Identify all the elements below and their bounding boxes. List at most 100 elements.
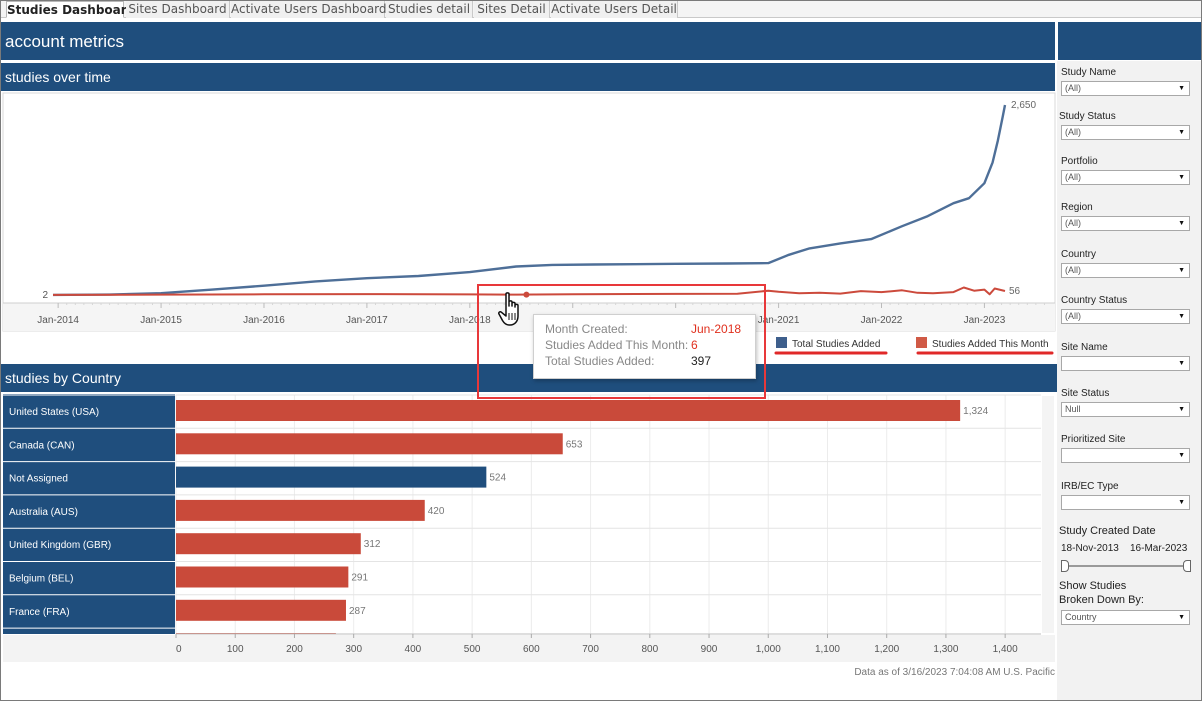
bar-x-tick-label: 800 — [641, 644, 658, 655]
line-chart-axis-band — [3, 303, 1055, 331]
bar-category-label[interactable]: Australia (AUS) — [9, 507, 78, 518]
dropdown-arrow-icon: ▼ — [1178, 85, 1185, 92]
bar-not-assigned[interactable] — [176, 466, 487, 488]
bar-category-label[interactable]: France (FRA) — [9, 607, 70, 618]
filter-site-status-label: Site Status — [1061, 388, 1110, 399]
filter-study-name-value: (All) — [1065, 83, 1081, 93]
filter-portfolio-value: (All) — [1065, 172, 1081, 182]
bar-axis-band — [3, 635, 1055, 662]
studies-by-country-header: studies by Country — [1, 364, 1057, 392]
tooltip-month-created-value: Jun-2018 — [691, 322, 742, 336]
date-slider-end-handle[interactable] — [1183, 560, 1191, 572]
legend-month-label[interactable]: Studies Added This Month — [932, 339, 1049, 350]
tab-studies-detail[interactable]: Studies detail — [386, 1, 473, 18]
dropdown-arrow-icon: ▼ — [1178, 129, 1185, 136]
bar-canada-can[interactable] — [176, 433, 563, 455]
line-x-tick-label: Jan-2017 — [346, 315, 388, 326]
tab-activate-users-detail[interactable]: Activate Users Detail — [551, 1, 678, 18]
line-start-label: 2 — [42, 290, 48, 301]
bar-x-tick-label: 100 — [227, 644, 244, 655]
bar-value-label: 1,324 — [963, 406, 988, 417]
bar-france-fra[interactable] — [176, 599, 346, 621]
line-x-tick-label: Jan-2022 — [861, 315, 903, 326]
filter-region-label: Region — [1061, 202, 1093, 213]
line-x-tick-label: Jan-2014 — [37, 315, 79, 326]
filter-portfolio-label: Portfolio — [1061, 156, 1098, 167]
filter-date-start: 18-Nov-2013 — [1061, 543, 1119, 554]
filter-breakdown-select[interactable]: Country ▼ — [1061, 610, 1190, 625]
bar-category-label[interactable]: United States (USA) — [9, 407, 99, 418]
filter-panel: Study Name (All) ▼ Study Status (All) ▼ Po… — [1057, 61, 1201, 700]
dropdown-arrow-icon: ▼ — [1178, 267, 1185, 274]
filter-site-name-select[interactable]: ▼ — [1061, 356, 1190, 371]
line-end-label-total: 2,650 — [1011, 100, 1036, 111]
filter-country-status-select[interactable]: (All) ▼ — [1061, 309, 1190, 324]
filter-portfolio-select[interactable]: (All) ▼ — [1061, 170, 1190, 185]
tooltip-added-month-label: Studies Added This Month: — [545, 338, 689, 352]
date-slider-track[interactable] — [1065, 565, 1186, 567]
bar-scrollbar[interactable] — [1042, 396, 1054, 633]
filter-site-status-value: Null — [1065, 404, 1081, 414]
bar-chart-ticks: 0 100 200 300 400 500 600 700 800 900 1,000 1,100 1,… — [175, 634, 1018, 655]
bar-value-label: 524 — [489, 473, 506, 484]
filter-study-status-value: (All) — [1065, 127, 1081, 137]
filter-breakdown-label-1: Show Studies — [1059, 580, 1127, 592]
filter-region-select[interactable]: (All) ▼ — [1061, 216, 1190, 231]
filter-irb-type-select[interactable]: ▼ — [1061, 495, 1190, 510]
bar-x-tick-label: 1,400 — [993, 644, 1018, 655]
bar-value-label: 291 — [351, 573, 368, 584]
legend-total-swatch[interactable] — [776, 337, 787, 348]
date-slider-start-handle[interactable] — [1061, 560, 1069, 572]
tab-sites-detail[interactable]: Sites Detail — [474, 1, 550, 18]
line-highlight-point[interactable] — [523, 291, 530, 298]
studies-by-country-title: studies by Country — [5, 370, 121, 386]
bar-category-label[interactable]: United Kingdom (GBR) — [9, 540, 111, 551]
line-x-tick-label: Jan-2023 — [964, 315, 1006, 326]
bar-chart-rows: United States (USA) 1,324 Canada (CAN) 653 N… — [3, 394, 1041, 634]
dropdown-arrow-icon: ▼ — [1178, 313, 1185, 320]
line-x-tick-label: Jan-2021 — [758, 315, 800, 326]
line-x-tick-label: Jan-2016 — [243, 315, 285, 326]
bar-category-label[interactable]: Canada (CAN) — [9, 440, 75, 451]
dropdown-arrow-icon: ▼ — [1178, 220, 1185, 227]
tab-studies-dashboard[interactable]: Studies Dashboard — [6, 1, 136, 18]
bar-australia-aus[interactable] — [176, 499, 425, 521]
filter-date-label: Study Created Date — [1059, 525, 1156, 537]
studies-over-time-header: studies over time — [1, 63, 1055, 91]
bar-x-tick-label: 700 — [582, 644, 599, 655]
bar-united-states-usa[interactable] — [176, 400, 961, 421]
bar-belgium-bel[interactable] — [176, 566, 349, 588]
hand-pointer-icon — [498, 292, 519, 326]
bar-x-tick-label: 0 — [176, 644, 182, 655]
dropdown-arrow-icon: ▼ — [1178, 452, 1185, 459]
line-total-studies[interactable] — [52, 104, 1007, 297]
bar-united-kingdom-gbr[interactable] — [176, 533, 361, 555]
legend-month-swatch[interactable] — [916, 337, 927, 348]
filter-study-name-select[interactable]: (All) ▼ — [1061, 81, 1190, 96]
tooltip-total-added-label: Total Studies Added: — [545, 354, 655, 368]
line-x-tick-label: Jan-2018 — [449, 315, 491, 326]
bar-x-tick-label: 1,200 — [874, 644, 899, 655]
bar-x-tick-label: 600 — [523, 644, 540, 655]
tab-sites-dashboard[interactable]: Sites Dashboard — [126, 1, 230, 18]
bar-x-tick-label: 200 — [286, 644, 303, 655]
line-end-label-month: 56 — [1009, 286, 1021, 297]
filter-country-select[interactable]: (All) ▼ — [1061, 263, 1190, 278]
filter-site-name-label: Site Name — [1061, 342, 1108, 353]
line-x-tick-label: Jan-2015 — [140, 315, 182, 326]
bar-category-label[interactable]: Not Assigned — [9, 474, 68, 485]
filter-country-status-label: Country Status — [1061, 295, 1128, 306]
tab-activate-users-dashboard[interactable]: Activate Users Dashboard — [231, 1, 387, 18]
filter-prioritized-site-select[interactable]: ▼ — [1061, 448, 1190, 463]
filter-date-end: 16-Mar-2023 — [1130, 543, 1188, 554]
charts-canvas: Jan-2014 Jan-2015 Jan-2016 Jan-2017 Jan-2018… — [2, 92, 1056, 678]
legend-total-label[interactable]: Total Studies Added — [792, 339, 880, 350]
bar-category-label[interactable]: Belgium (BEL) — [9, 574, 73, 585]
bar-value-label: 312 — [364, 539, 381, 550]
filter-panel-header — [1058, 22, 1201, 60]
filter-region-value: (All) — [1065, 218, 1081, 228]
filter-study-status-select[interactable]: (All) ▼ — [1061, 125, 1190, 140]
bar-x-tick-label: 500 — [464, 644, 481, 655]
filter-site-status-select[interactable]: Null ▼ — [1061, 402, 1190, 417]
